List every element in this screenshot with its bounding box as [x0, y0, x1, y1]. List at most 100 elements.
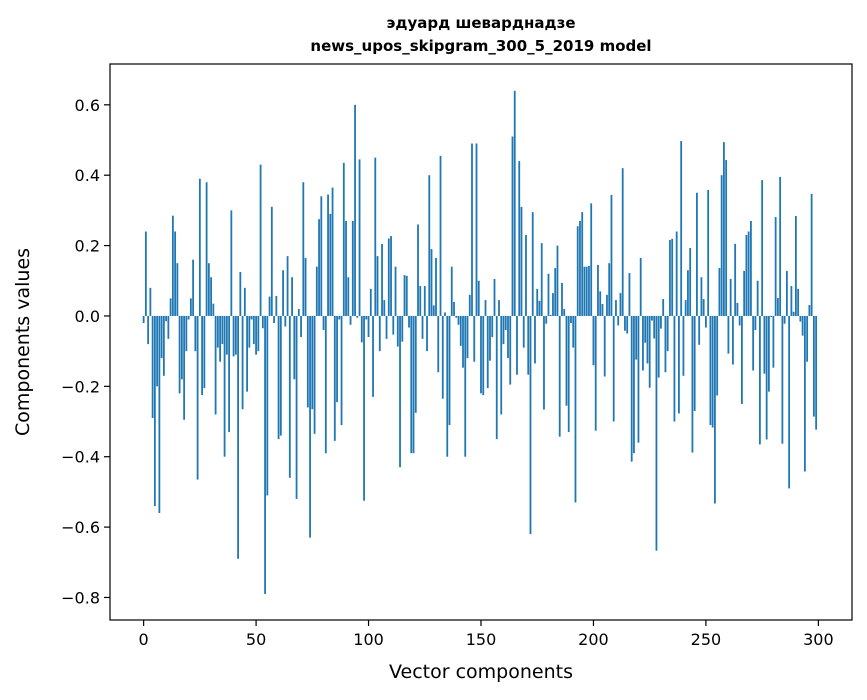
- bar: [419, 286, 422, 316]
- bar: [381, 243, 383, 316]
- bar: [356, 315, 359, 318]
- bar: [563, 308, 566, 316]
- bar: [552, 293, 554, 316]
- bar: [606, 294, 608, 316]
- bar: [430, 249, 433, 316]
- bar: [210, 277, 212, 316]
- bar: [644, 315, 647, 343]
- bar: [698, 315, 701, 345]
- bar: [318, 219, 320, 316]
- bar: [394, 266, 397, 316]
- bar: [165, 315, 168, 322]
- bar: [482, 315, 485, 396]
- bar: [493, 279, 496, 316]
- bar: [810, 193, 813, 316]
- bar: [570, 315, 572, 323]
- bar: [531, 212, 534, 316]
- bar: [428, 175, 431, 316]
- bar: [363, 315, 365, 501]
- y-tick-label: 0.0: [75, 307, 100, 326]
- bar: [660, 315, 662, 329]
- bar: [201, 315, 204, 396]
- bar: [714, 315, 716, 504]
- bar: [781, 315, 784, 444]
- bar: [522, 315, 525, 348]
- bar: [711, 315, 714, 428]
- bar: [630, 315, 633, 462]
- bar: [520, 206, 523, 316]
- bar: [205, 182, 208, 316]
- bar: [345, 220, 347, 316]
- bar: [509, 315, 512, 385]
- bar: [756, 280, 759, 316]
- bar: [785, 270, 788, 316]
- bar: [261, 315, 264, 329]
- bar: [435, 257, 437, 316]
- x-tick-label: 0: [139, 630, 149, 649]
- bar: [549, 314, 552, 316]
- bar: [331, 187, 334, 316]
- bar: [387, 238, 390, 316]
- bar: [554, 268, 557, 316]
- bar: [671, 238, 674, 316]
- bar: [178, 315, 181, 394]
- bar: [743, 270, 746, 316]
- bar: [702, 299, 705, 316]
- bar: [176, 263, 179, 316]
- bar: [716, 315, 719, 396]
- bar: [169, 298, 172, 316]
- bar: [754, 315, 757, 331]
- bar: [601, 303, 604, 316]
- bar: [241, 315, 244, 410]
- bar: [736, 302, 739, 316]
- bar: [448, 315, 451, 426]
- bar: [491, 315, 494, 338]
- bars-group: [142, 90, 818, 594]
- bar: [599, 291, 602, 316]
- bar: [216, 315, 219, 348]
- bar: [657, 315, 660, 378]
- bar: [516, 315, 518, 375]
- bar: [747, 231, 750, 316]
- bar: [776, 298, 779, 316]
- bar: [484, 300, 487, 316]
- bar: [633, 315, 635, 454]
- bar: [783, 315, 786, 324]
- bar: [432, 305, 435, 316]
- bar: [765, 315, 768, 440]
- y-tick-label: 0.2: [75, 237, 100, 256]
- bar: [239, 271, 242, 316]
- bar: [803, 315, 806, 472]
- bar: [797, 288, 800, 316]
- bar: [142, 315, 145, 323]
- bar: [311, 315, 314, 410]
- bar: [799, 315, 802, 322]
- bar: [579, 220, 581, 316]
- bar: [374, 157, 377, 316]
- bar: [174, 231, 177, 316]
- bar: [687, 270, 689, 316]
- bar: [198, 178, 201, 316]
- bar: [545, 315, 548, 324]
- bar: [315, 266, 318, 316]
- bar: [450, 266, 453, 316]
- bar: [689, 248, 692, 316]
- bar: [349, 315, 352, 325]
- y-axis-label: Components values: [12, 248, 34, 436]
- bar: [462, 315, 464, 368]
- y-tick-label: −0.4: [61, 448, 100, 467]
- bar: [185, 315, 188, 352]
- x-tick-label: 50: [246, 630, 266, 649]
- bar: [408, 315, 410, 328]
- bar: [567, 315, 570, 433]
- bar: [574, 315, 577, 503]
- bar: [228, 315, 230, 433]
- bar: [297, 308, 300, 316]
- bar: [752, 315, 755, 371]
- bar: [738, 315, 741, 326]
- bar: [732, 315, 734, 365]
- bar: [336, 315, 338, 403]
- bar: [486, 315, 489, 389]
- bar: [734, 243, 737, 316]
